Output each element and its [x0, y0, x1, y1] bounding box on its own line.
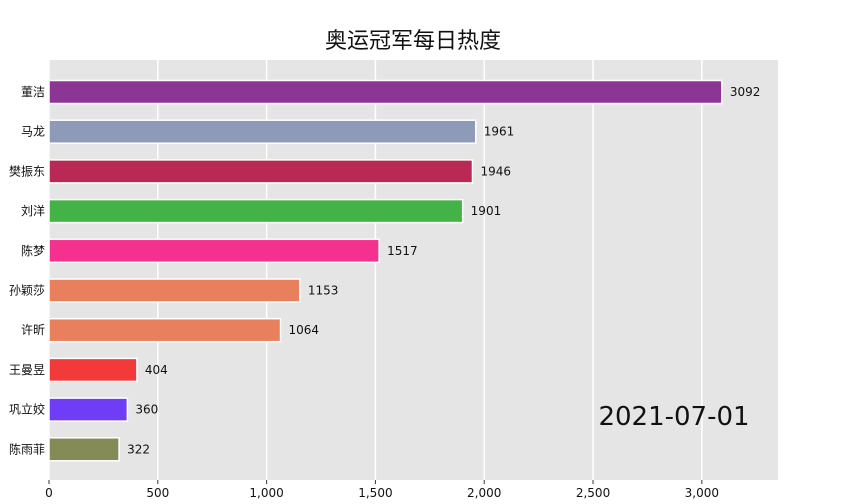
x-tick-label: 2,500 [576, 486, 610, 500]
bar [48, 79, 723, 105]
bar [48, 119, 477, 144]
category-label: 陈梦 [21, 243, 45, 258]
bar [48, 159, 474, 184]
value-label: 1901 [471, 204, 502, 218]
category-label: 许昕 [21, 323, 45, 337]
bar [48, 357, 138, 383]
bar [48, 437, 120, 462]
labels: 董洁 3092 马龙 1961 樊振东 1946 刘洋 1901 陈梦 1517 孙颖莎 1153 许昕… [9, 85, 760, 456]
category-label: 樊振东 [9, 164, 45, 178]
bar [48, 238, 380, 264]
category-label: 刘洋 [21, 203, 45, 218]
category-label: 陈雨菲 [9, 441, 45, 456]
x-tick-label: 3,000 [685, 486, 719, 500]
value-label: 1961 [484, 125, 515, 139]
value-label: 1064 [289, 323, 320, 337]
value-label: 1153 [308, 284, 339, 298]
x-tick-label: 500 [146, 486, 169, 500]
bar [48, 198, 464, 224]
category-label: 王曼昱 [9, 363, 45, 377]
value-label: 1517 [387, 244, 418, 258]
category-label: 巩立姣 [9, 402, 45, 417]
bars [48, 79, 723, 462]
value-label: 3092 [730, 85, 761, 99]
bar [48, 278, 301, 303]
x-tick-label: 1,000 [249, 486, 283, 500]
value-label: 322 [127, 442, 150, 456]
value-label: 360 [135, 403, 158, 417]
date-label: 2021-07-01 [598, 402, 749, 432]
value-label: 404 [145, 363, 168, 377]
category-label: 马龙 [21, 125, 45, 139]
bar [48, 397, 129, 422]
category-label: 董洁 [21, 85, 45, 99]
x-tick-label: 0 [45, 486, 53, 500]
category-label: 孙颖莎 [9, 284, 45, 298]
x-tick-label: 2,000 [467, 486, 501, 500]
bar [48, 317, 282, 343]
value-label: 1946 [480, 164, 511, 178]
x-axis: 0 500 1,000 1,500 2,000 2,500 3,000 [45, 480, 719, 500]
x-tick-label: 1,500 [358, 486, 392, 500]
chart-title: 奥运冠军每日热度 [325, 29, 501, 54]
